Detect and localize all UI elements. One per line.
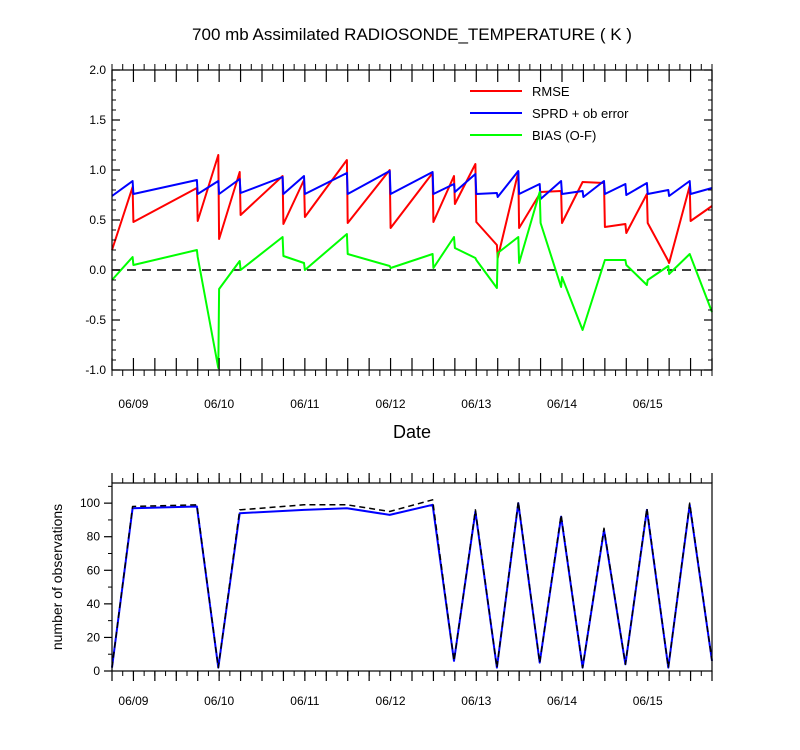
y-tick-label: 1.5 — [89, 113, 106, 127]
obs-y-tick-label: 80 — [87, 530, 101, 544]
x-tick-label: 06/11 — [290, 397, 319, 411]
series-line-bias-o-f — [111, 191, 713, 369]
top-axis-ticks: -1.0 -0.5 0.0 0.5 1.0 1.5 2.0 06/09 06/10 06/11 06… — [85, 63, 713, 411]
legend-label-bias-o-f: BIAS (O-F) — [532, 128, 596, 143]
legend: RMSE SPRD + ob error BIAS (O-F) — [470, 84, 629, 143]
y-tick-label: 0.0 — [89, 263, 106, 277]
obs-x-tick-label: 06/10 — [204, 694, 234, 708]
obs-x-tick-label: 06/11 — [290, 694, 319, 708]
x-tick-label: 06/10 — [204, 397, 234, 411]
obs-x-tick-label: 06/12 — [376, 694, 406, 708]
chart-title: 700 mb Assimilated RADIOSONDE_TEMPERATUR… — [192, 25, 632, 44]
obs-x-tick-label: 06/14 — [547, 694, 577, 708]
y-axis-title: number of observations — [49, 504, 65, 650]
obs-y-tick-label: 20 — [87, 630, 101, 644]
obs-y-tick-label: 40 — [87, 597, 101, 611]
y-tick-label: 2.0 — [89, 63, 106, 77]
obs-x-tick-label: 06/13 — [461, 694, 491, 708]
y-tick-label: 1.0 — [89, 163, 106, 177]
legend-label-rmse: RMSE — [532, 84, 570, 99]
obs-line-used — [111, 502, 713, 669]
bottom-axis-ticks: 0 20 40 60 80 100 06/09 06/10 06/11 06/12 06/13 06/… — [80, 473, 713, 708]
x-tick-label: 06/15 — [633, 397, 663, 411]
top-series-group — [111, 154, 713, 369]
legend-label-sprd-ob-error: SPRD + ob error — [532, 106, 629, 121]
y-tick-label: -1.0 — [85, 363, 106, 377]
obs-y-tick-label: 0 — [93, 664, 100, 678]
x-tick-label: 06/12 — [376, 397, 406, 411]
x-tick-label: 06/14 — [547, 397, 577, 411]
obs-y-tick-label: 60 — [87, 563, 101, 577]
obs-x-tick-label: 06/09 — [118, 694, 148, 708]
obs-line-possible — [111, 499, 713, 669]
series-line-sprd-ob-error — [111, 170, 713, 200]
obs-x-tick-label: 06/15 — [633, 694, 663, 708]
obs-y-tick-label: 100 — [80, 496, 100, 510]
y-tick-label: -0.5 — [85, 313, 106, 327]
series-line-rmse — [111, 154, 713, 264]
y-tick-label: 0.5 — [89, 213, 106, 227]
bottom-series-group — [111, 499, 713, 669]
x-tick-label: 06/13 — [461, 397, 491, 411]
x-axis-title: Date — [393, 422, 431, 442]
x-tick-label: 06/09 — [118, 397, 148, 411]
